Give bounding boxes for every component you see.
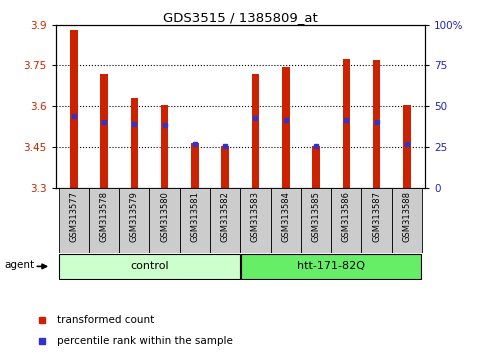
Text: transformed count: transformed count xyxy=(57,315,155,325)
Text: GSM313588: GSM313588 xyxy=(402,191,412,242)
Bar xyxy=(58,188,89,253)
Bar xyxy=(392,188,422,253)
Bar xyxy=(270,188,301,253)
Bar xyxy=(373,60,381,188)
Bar xyxy=(89,188,119,253)
Bar xyxy=(221,145,229,188)
Bar xyxy=(331,188,361,253)
Bar xyxy=(210,188,241,253)
Text: htt-171-82Q: htt-171-82Q xyxy=(297,261,365,272)
Text: GSM313577: GSM313577 xyxy=(69,191,78,242)
Text: GSM313581: GSM313581 xyxy=(190,191,199,242)
Text: agent: agent xyxy=(4,260,35,270)
Bar xyxy=(282,67,289,188)
Text: GSM313579: GSM313579 xyxy=(130,191,139,242)
Text: GSM313584: GSM313584 xyxy=(281,191,290,242)
Bar xyxy=(100,74,108,188)
Bar xyxy=(361,188,392,253)
Text: GSM313582: GSM313582 xyxy=(221,191,229,242)
Bar xyxy=(70,30,77,188)
Bar xyxy=(301,188,331,253)
Bar xyxy=(342,59,350,188)
Bar xyxy=(312,145,320,188)
Bar xyxy=(191,143,199,188)
Bar xyxy=(59,253,240,279)
Text: GSM313587: GSM313587 xyxy=(372,191,381,242)
Bar xyxy=(252,74,259,188)
Bar xyxy=(180,188,210,253)
Bar xyxy=(130,98,138,188)
Text: GSM313580: GSM313580 xyxy=(160,191,169,242)
Text: GSM313585: GSM313585 xyxy=(312,191,321,242)
Title: GDS3515 / 1385809_at: GDS3515 / 1385809_at xyxy=(163,11,318,24)
Text: GSM313583: GSM313583 xyxy=(251,191,260,242)
Bar xyxy=(149,188,180,253)
Bar xyxy=(403,105,411,188)
Bar xyxy=(161,105,169,188)
Bar xyxy=(241,253,421,279)
Text: GSM313578: GSM313578 xyxy=(99,191,109,242)
Text: GSM313586: GSM313586 xyxy=(342,191,351,242)
Text: percentile rank within the sample: percentile rank within the sample xyxy=(57,336,233,346)
Bar xyxy=(119,188,149,253)
Text: control: control xyxy=(130,261,169,272)
Bar xyxy=(241,188,270,253)
